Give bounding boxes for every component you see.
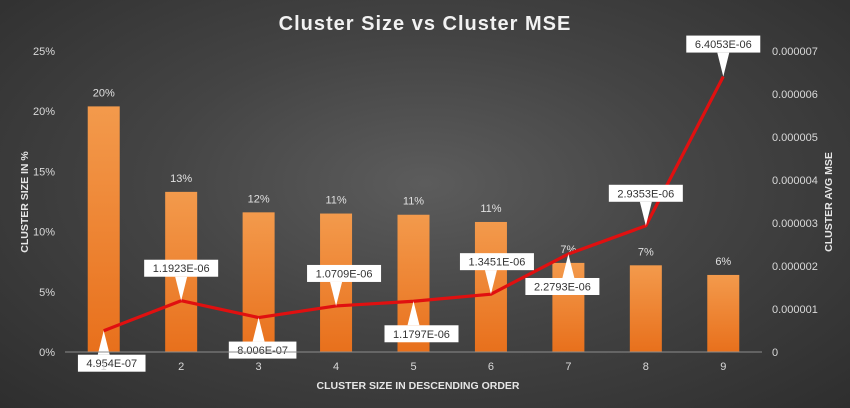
x-tick-label: 9 xyxy=(720,361,726,373)
callout-box xyxy=(686,35,761,53)
right-tick-label: 0.000001 xyxy=(772,304,818,316)
x-tick-label: 2 xyxy=(178,361,184,373)
line-data-label: 1.3451E-06 xyxy=(459,253,534,295)
left-axis-label: CLUSTER SIZE IN % xyxy=(19,151,31,253)
callout-pointer xyxy=(562,253,575,278)
callout-box xyxy=(525,277,600,295)
callout-text: 1.1923E-06 xyxy=(153,263,210,275)
chart-title: Cluster Size vs Cluster MSE xyxy=(279,13,572,35)
callout-box xyxy=(608,184,683,202)
callout-text: 2.2793E-06 xyxy=(534,281,591,293)
callout-pointer xyxy=(252,317,265,342)
callout-pointer xyxy=(330,281,343,306)
callout-pointer xyxy=(484,270,497,295)
callout-box xyxy=(384,325,459,343)
left-tick-label: 20% xyxy=(33,106,55,118)
callout-text: 1.3451E-06 xyxy=(468,257,525,269)
bar-data-label: 20% xyxy=(93,87,115,99)
bar xyxy=(629,265,662,352)
left-tick-label: 0% xyxy=(39,347,55,359)
callout-text: 1.0709E-06 xyxy=(316,268,373,280)
bar-data-label: 11% xyxy=(325,195,346,207)
callout-box xyxy=(77,354,146,372)
callout-box xyxy=(307,264,382,282)
line-data-labels: 4.954E-07 1.1923E-06 8.006E-07 1.0709E-06 1.… xyxy=(77,35,761,372)
bar-data-label: 7% xyxy=(638,246,654,258)
x-tick-label: 4 xyxy=(333,361,339,373)
x-tick-label: 7 xyxy=(565,361,571,373)
callout-pointer xyxy=(639,201,652,226)
bar-data-label: 11% xyxy=(480,203,501,215)
callout-text: 4.954E-07 xyxy=(86,358,137,370)
right-tick-label: 0.000006 xyxy=(772,89,818,101)
bar-data-label: 12% xyxy=(248,193,270,205)
bar xyxy=(87,106,120,352)
x-tick-label: 3 xyxy=(256,361,262,373)
left-tick-label: 5% xyxy=(39,287,55,299)
x-axis-label: CLUSTER SIZE IN DESCENDING ORDER xyxy=(316,380,519,392)
left-tick-label: 15% xyxy=(33,166,55,178)
x-tick-label: 8 xyxy=(643,361,649,373)
right-tick-label: 0.000005 xyxy=(772,132,818,144)
callout-box xyxy=(144,259,219,277)
callout-text: 1.1797E-06 xyxy=(393,329,450,341)
callout-pointer xyxy=(717,52,730,77)
right-tick-label: 0.000007 xyxy=(772,46,818,58)
x-tick-label: 1 xyxy=(101,361,107,373)
right-tick-label: 0.000004 xyxy=(772,175,818,187)
left-tick-label: 10% xyxy=(33,227,55,239)
callout-box xyxy=(459,253,534,271)
left-tick-label: 25% xyxy=(33,46,55,58)
x-tick-label: 5 xyxy=(410,361,416,373)
bar-data-label: 13% xyxy=(170,173,192,185)
axes: 0% 5% 10% 15% 20% 25% 0 0.000001 0.000002 0.00000… xyxy=(33,46,818,373)
callout-text: 8.006E-07 xyxy=(237,345,288,357)
bar xyxy=(707,274,740,352)
line-data-label: 1.1923E-06 xyxy=(144,259,219,301)
callout-pointer xyxy=(175,276,188,301)
right-tick-label: 0 xyxy=(772,347,778,359)
line-data-label: 2.2793E-06 xyxy=(525,253,600,295)
bar-data-label: 6% xyxy=(715,256,731,268)
line-data-label: 8.006E-07 xyxy=(228,317,297,359)
right-tick-label: 0.000003 xyxy=(772,218,818,230)
line-data-label: 1.1797E-06 xyxy=(384,301,459,343)
callout-pointer xyxy=(97,330,110,355)
callout-pointer xyxy=(407,301,420,326)
callout-box xyxy=(228,341,297,359)
line-data-label: 4.954E-07 xyxy=(77,330,146,372)
line-data-label: 2.9353E-06 xyxy=(608,184,683,226)
x-tick-label: 6 xyxy=(488,361,494,373)
callout-text: 6.4053E-06 xyxy=(695,39,752,51)
right-axis-label: CLUSTER AVG MSE xyxy=(823,152,835,252)
right-tick-label: 0.000002 xyxy=(772,261,818,273)
bar-data-label: 11% xyxy=(403,196,424,208)
callout-text: 2.9353E-06 xyxy=(617,188,674,200)
line-data-label: 6.4053E-06 xyxy=(686,35,761,77)
line-data-label: 1.0709E-06 xyxy=(307,264,382,306)
